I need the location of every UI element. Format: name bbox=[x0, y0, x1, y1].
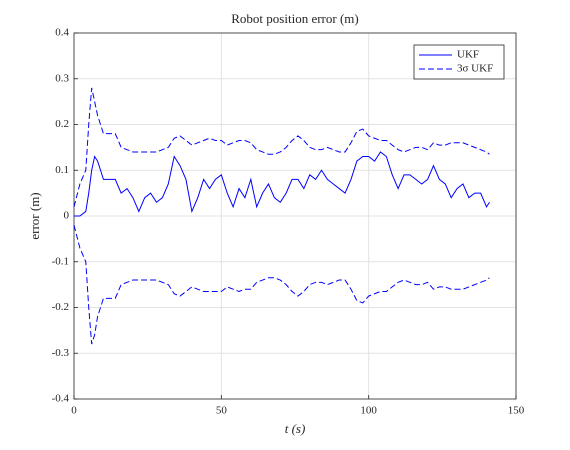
y-tick-label: -0.3 bbox=[52, 347, 70, 359]
y-tick-label: -0.1 bbox=[52, 255, 69, 267]
y-tick-label: -0.4 bbox=[52, 393, 70, 405]
legend-box bbox=[413, 44, 505, 80]
chart-title: Robot position error (m) bbox=[231, 11, 358, 26]
legend-label: 3σ UKF bbox=[457, 63, 493, 75]
y-tick-label: 0.2 bbox=[55, 118, 69, 130]
series-line bbox=[73, 87, 490, 207]
legend-label: UKF bbox=[457, 49, 479, 61]
x-tick-label: 100 bbox=[360, 405, 377, 417]
y-tick-label: -0.2 bbox=[52, 301, 69, 313]
y-tick-label: 0 bbox=[64, 210, 70, 222]
x-axis-label: t (s) bbox=[285, 421, 306, 436]
x-tick-label: 50 bbox=[216, 405, 228, 417]
x-tick-label: 150 bbox=[508, 405, 525, 417]
series-line bbox=[73, 225, 490, 345]
y-axis-label: error (m) bbox=[27, 192, 42, 239]
series-line bbox=[74, 151, 490, 217]
y-tick-label: 0.4 bbox=[55, 27, 69, 39]
y-tick-label: 0.1 bbox=[55, 164, 69, 176]
y-tick-label: 0.3 bbox=[55, 72, 69, 84]
x-tick-label: 0 bbox=[71, 405, 77, 417]
